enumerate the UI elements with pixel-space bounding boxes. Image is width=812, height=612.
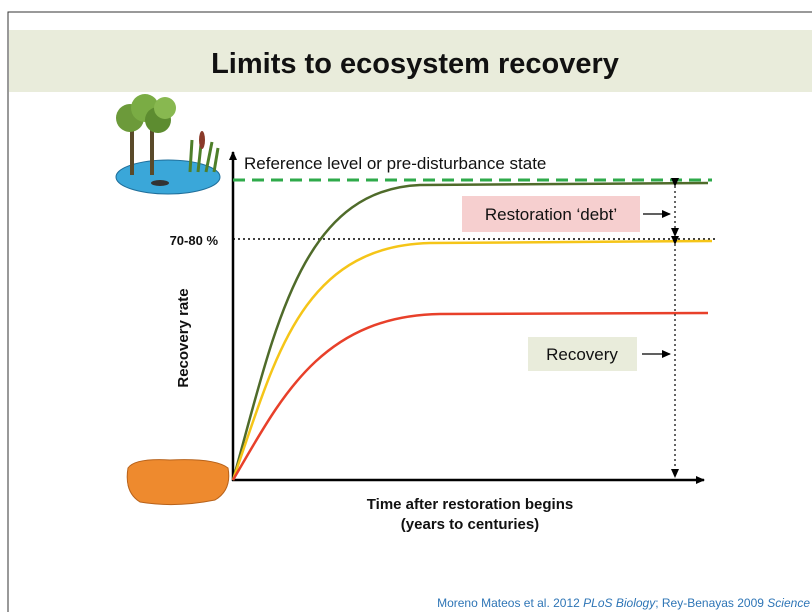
soil-icon bbox=[127, 460, 229, 505]
reference-label: Reference level or pre-disturbance state bbox=[244, 154, 546, 173]
y-axis-label: Recovery rate bbox=[175, 288, 192, 387]
debt-label: Restoration ‘debt’ bbox=[485, 205, 617, 224]
recovery-label: Recovery bbox=[546, 345, 618, 364]
page: Limits to ecosystem recovery Reference l… bbox=[0, 0, 812, 612]
x-axis-label: (years to centuries) bbox=[401, 516, 539, 533]
citation-part: Science bbox=[767, 596, 810, 610]
x-axis-label: Time after restoration begins bbox=[367, 496, 573, 513]
citation-part: ; Rey-Benayas 2009 bbox=[655, 596, 767, 610]
title: Limits to ecosystem recovery bbox=[211, 48, 619, 80]
citation-part: PLoS Biology bbox=[583, 596, 656, 610]
citation: Moreno Mateos et al. 2012 PLoS Biology; … bbox=[437, 596, 810, 610]
threshold-label: 70-80 % bbox=[170, 233, 219, 248]
citation-part: Moreno Mateos et al. 2012 bbox=[437, 596, 583, 610]
slide: Limits to ecosystem recovery Reference l… bbox=[0, 0, 812, 612]
